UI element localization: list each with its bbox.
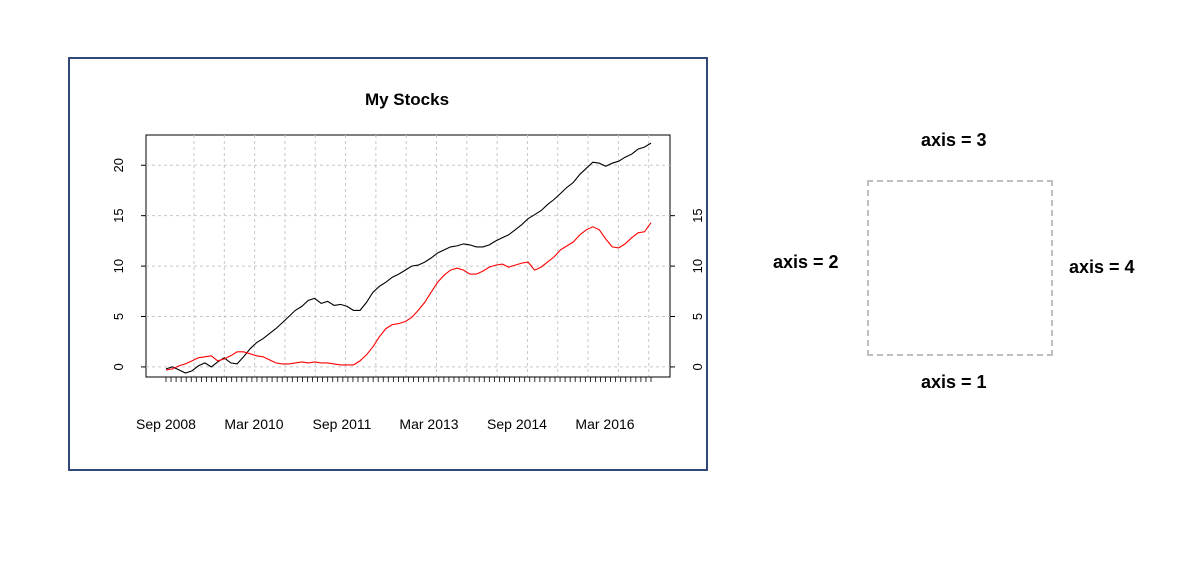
x-tick-label: Mar 2010 — [224, 416, 283, 432]
axis-2-label: axis = 2 — [773, 252, 839, 272]
grid-lines — [146, 135, 670, 377]
right-y-tick-label: 15 — [690, 208, 705, 222]
x-tick-label: Mar 2013 — [399, 416, 458, 432]
x-tick-label: Sep 2008 — [136, 416, 196, 432]
x-tick-label: Mar 2016 — [575, 416, 634, 432]
left-y-tick-label: 20 — [111, 158, 126, 172]
chart-title: My Stocks — [365, 90, 449, 109]
axes-layer: 0 5 10 15 20 0 5 10 15 Sep 2008 Mar 2010 Sep 2011 Ma… — [111, 158, 705, 432]
right-y-tick-label: 0 — [690, 363, 705, 370]
right-y-tick-label: 5 — [690, 313, 705, 320]
chart-frame — [68, 57, 708, 471]
axis-1-label: axis = 1 — [921, 372, 987, 392]
x-tick-label: Sep 2014 — [487, 416, 547, 432]
left-y-tick-label: 5 — [111, 313, 126, 320]
left-y-tick-label: 15 — [111, 208, 126, 222]
right-y-tick-label: 10 — [690, 259, 705, 273]
axis-diagram-box — [867, 180, 1053, 356]
series-line-2 — [165, 222, 652, 371]
series-layer — [165, 142, 652, 374]
x-tick-label: Sep 2011 — [313, 416, 372, 432]
left-y-tick-label: 10 — [111, 259, 126, 273]
axis-4-label: axis = 4 — [1069, 257, 1135, 277]
left-y-tick-label: 0 — [111, 363, 126, 370]
series-line-1 — [165, 142, 652, 374]
axis-3-label: axis = 3 — [921, 130, 987, 150]
